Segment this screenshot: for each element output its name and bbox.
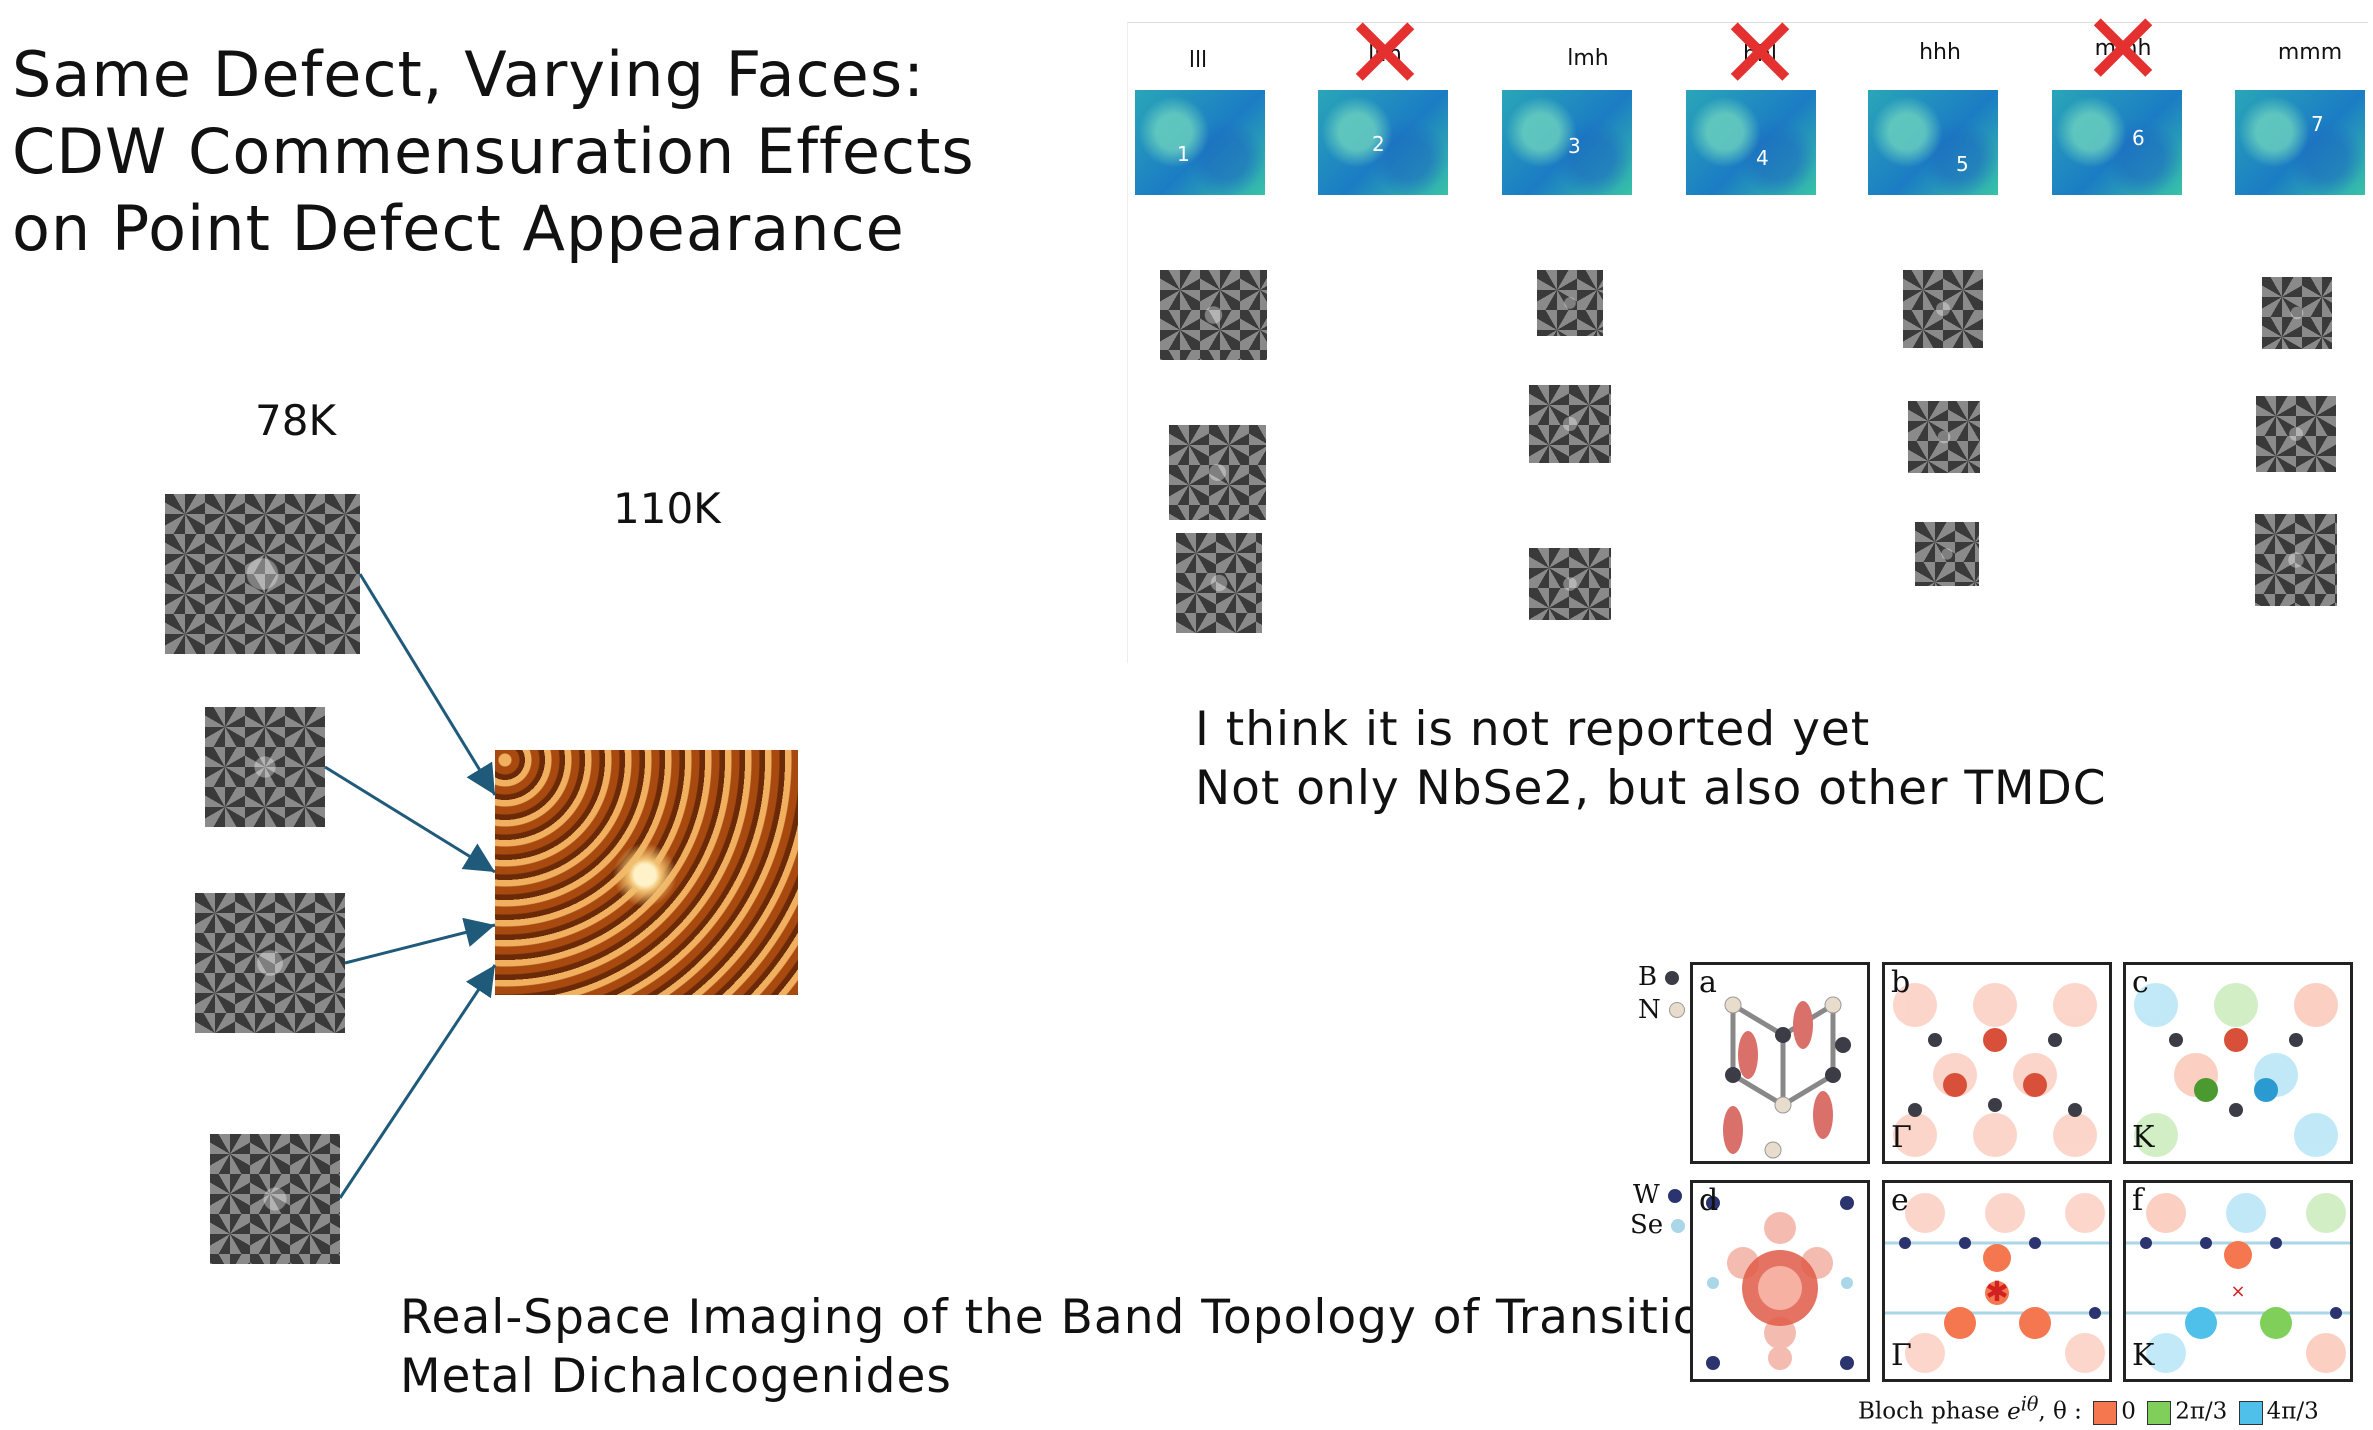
stm-image-78k-2 <box>205 707 325 827</box>
stm-image-110k <box>495 750 798 995</box>
face-stm-1a <box>1160 270 1267 360</box>
panel-letter: e <box>1891 1183 1909 1218</box>
arrow-4 <box>338 964 497 1199</box>
phase1-swatch <box>2147 1400 2172 1425</box>
title-line-2: CDW Commensuration Effects <box>12 115 975 188</box>
excluded-x-icon: ✕ <box>2081 0 2165 108</box>
panel-letter: f <box>2132 1183 2144 1218</box>
face-label-3: lmh <box>1567 46 1609 71</box>
stm-image-78k-3 <box>195 893 345 1033</box>
tile-number: 5 <box>1956 152 1969 176</box>
face-stm-5b <box>1908 401 1980 473</box>
title-line-3: on Point Defect Appearance <box>12 192 905 265</box>
face-tile-6: 6 <box>2052 90 2182 195</box>
phase0-swatch <box>2093 1400 2118 1425</box>
panel-letter: b <box>1891 965 1911 1000</box>
face-stm-5c <box>1915 522 1979 586</box>
svg-text:✱: ✱ <box>1985 1275 2008 1308</box>
figure-panel-f: × f K <box>2123 1180 2353 1382</box>
face-stm-7c <box>2255 514 2337 606</box>
note-line-2: Not only NbSe2, but also other TMDC <box>1195 761 2107 816</box>
face-label-7: mmm <box>2277 40 2343 65</box>
figure-panel-a: a <box>1690 962 1870 1164</box>
title-line-1: Same Defect, Varying Faces: <box>12 38 926 111</box>
panel-letter: c <box>2132 965 2149 1000</box>
arrow-3 <box>344 917 496 965</box>
figure-panel-b: b Γ <box>1882 962 2112 1164</box>
face-tile-4: 4 <box>1686 90 1816 195</box>
gamma-label: Γ <box>1891 1338 1912 1373</box>
face-label-6: mmh <box>2094 36 2152 61</box>
bloch-phase-legend: Bloch phase eiθ, θ : 0 2π/3 4π/3 <box>1858 1392 2319 1425</box>
stm-image-78k-1 <box>165 494 360 654</box>
tile-number: 3 <box>1568 134 1581 158</box>
face-stm-3a <box>1537 270 1603 336</box>
temp-110k-label: 110K <box>613 484 721 533</box>
panel-letter: d <box>1699 1183 1719 1218</box>
tile-number: 2 <box>1372 132 1385 156</box>
temp-78k-label: 78K <box>255 396 336 445</box>
tile-number: 4 <box>1756 146 1769 170</box>
face-stm-1b <box>1169 425 1266 520</box>
label-tungsten: W <box>1633 1180 1682 1210</box>
faces-panel <box>1127 22 2368 663</box>
arrow-1 <box>358 573 497 796</box>
face-label-5: hhh <box>1919 40 1961 65</box>
tile-number: 1 <box>1177 142 1190 166</box>
legend-prefix: Bloch phase <box>1858 1398 2000 1425</box>
face-tile-7: 7 <box>2235 90 2365 195</box>
face-stm-5a <box>1903 270 1983 348</box>
legend-formula: e <box>2007 1398 2021 1425</box>
defect-spot <box>605 840 685 910</box>
figure-panel-c: c K <box>2123 962 2353 1164</box>
tile-number: 6 <box>2132 126 2145 150</box>
slide-title: Same Defect, Varying Faces: CDW Commensu… <box>12 36 975 267</box>
svg-text:×: × <box>2230 1281 2245 1302</box>
phase1-label: 2π/3 <box>2175 1398 2228 1425</box>
label-boron: B <box>1638 962 1680 992</box>
label-selenium: Se <box>1630 1210 1686 1240</box>
face-tile-3: 3 <box>1502 90 1632 195</box>
reference-text: Real-Space Imaging of the Band Topology … <box>400 1288 1733 1406</box>
panel-letter: a <box>1699 965 1717 1000</box>
arrow-2 <box>324 765 496 874</box>
face-label-1: lll <box>1188 48 1208 73</box>
face-stm-7b <box>2256 396 2336 472</box>
phase2-swatch <box>2238 1400 2263 1425</box>
phase2-label: 4π/3 <box>2266 1398 2319 1425</box>
excluded-x-icon: ✕ <box>1343 0 1427 112</box>
note-text: I think it is not reported yet Not only … <box>1195 700 2107 818</box>
excluded-x-icon: ✕ <box>1718 0 1802 112</box>
phase0-label: 0 <box>2121 1398 2136 1425</box>
gamma-label: Γ <box>1891 1120 1912 1155</box>
face-tile-5: 5 <box>1868 90 1998 195</box>
legend-theta: , θ : <box>2038 1398 2082 1425</box>
tile-number: 7 <box>2311 112 2324 136</box>
face-stm-3b <box>1529 385 1611 463</box>
face-tile-1: 1 <box>1135 90 1265 195</box>
k-label: K <box>2132 1120 2155 1155</box>
k-label: K <box>2132 1338 2155 1373</box>
reference-line-1: Real-Space Imaging of the Band Topology … <box>400 1290 1734 1345</box>
face-stm-7a <box>2262 277 2332 349</box>
face-label-4: hhl <box>1743 42 1777 67</box>
face-label-2: llm <box>1368 42 1402 67</box>
label-nitrogen: N <box>1638 995 1686 1025</box>
figure-panel-d: d <box>1690 1180 1870 1382</box>
legend-exp: iθ <box>2020 1392 2039 1415</box>
figure-panel-e: ✱ e Γ <box>1882 1180 2112 1382</box>
reference-line-2: Metal Dichalcogenides <box>400 1349 952 1404</box>
note-line-1: I think it is not reported yet <box>1195 702 1871 757</box>
face-stm-3c <box>1529 548 1611 620</box>
face-stm-1c <box>1176 533 1262 633</box>
face-tile-2: 2 <box>1318 90 1448 195</box>
stm-image-78k-4 <box>210 1134 340 1264</box>
